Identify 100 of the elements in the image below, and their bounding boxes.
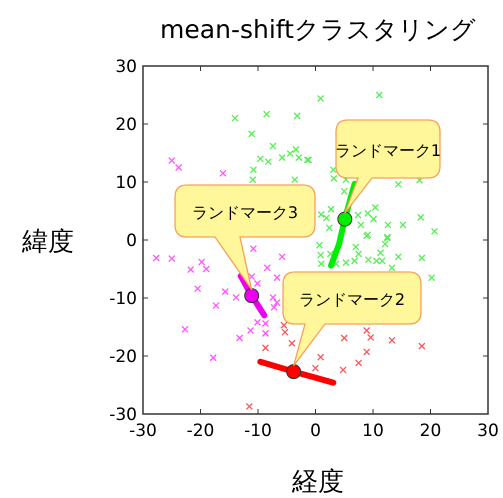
point	[295, 154, 302, 162]
point	[262, 110, 270, 118]
point	[250, 245, 258, 252]
point	[322, 214, 330, 222]
point	[231, 114, 239, 122]
chart-title: mean-shiftクラスタリング	[160, 15, 476, 44]
point	[399, 221, 407, 229]
point	[363, 326, 370, 334]
point	[317, 354, 324, 361]
point	[326, 224, 333, 232]
point	[273, 274, 281, 282]
point	[269, 142, 277, 150]
point	[288, 340, 296, 347]
point	[352, 243, 360, 251]
point	[286, 150, 294, 158]
point	[286, 364, 302, 380]
point	[248, 130, 256, 138]
y-tick-label: 30	[115, 57, 137, 77]
point	[248, 272, 256, 280]
point	[339, 366, 347, 374]
point	[281, 328, 289, 336]
point	[364, 210, 372, 217]
point	[292, 146, 300, 154]
point	[428, 274, 436, 282]
point	[367, 334, 374, 342]
point	[202, 265, 210, 273]
point	[262, 330, 270, 338]
point	[291, 176, 298, 184]
annotation: ランドマーク1	[334, 141, 442, 160]
point	[354, 359, 362, 367]
annotation: ランドマーク3	[192, 203, 298, 222]
point	[354, 250, 362, 258]
y-tick-label: 0	[126, 231, 137, 251]
point	[264, 158, 272, 166]
point	[340, 188, 348, 195]
point	[212, 302, 220, 310]
point	[370, 215, 378, 223]
point	[278, 253, 286, 260]
point	[269, 294, 277, 302]
point	[198, 258, 206, 266]
point	[357, 221, 365, 229]
point	[417, 214, 424, 222]
point	[430, 228, 438, 235]
point	[317, 251, 324, 259]
point	[168, 156, 176, 164]
point	[372, 204, 379, 212]
point	[244, 288, 260, 304]
point	[376, 91, 383, 99]
point	[187, 266, 194, 274]
annotation: ランドマーク2	[298, 290, 406, 309]
point	[337, 212, 352, 227]
point	[327, 206, 335, 213]
point	[210, 354, 217, 362]
point	[384, 221, 392, 229]
point	[394, 253, 402, 260]
callout: ランドマーク1	[334, 119, 442, 214]
x-tick-label: 10	[362, 421, 384, 441]
point	[388, 336, 396, 344]
point	[270, 304, 278, 311]
y-tick-label: -20	[109, 347, 137, 367]
point	[254, 280, 262, 288]
point	[381, 240, 389, 248]
x-tick-label: -20	[186, 421, 214, 441]
point	[330, 166, 337, 174]
y-axis-title: 緯度	[21, 227, 74, 257]
point	[418, 342, 426, 350]
point	[340, 334, 348, 342]
point	[388, 264, 396, 272]
x-tick-label: 20	[420, 421, 442, 441]
y-tick-label: 20	[115, 115, 137, 135]
point	[376, 249, 384, 256]
callout: ランドマーク3	[174, 184, 316, 290]
x-tick-label: -10	[244, 421, 272, 441]
point	[273, 298, 281, 306]
point	[219, 170, 227, 177]
point	[318, 210, 325, 218]
point	[317, 94, 324, 102]
point	[418, 254, 426, 262]
point	[326, 250, 334, 258]
x-axis-title: 経度	[291, 467, 344, 497]
point	[152, 254, 160, 262]
y-tick-label: -10	[109, 289, 137, 309]
point	[246, 326, 254, 334]
point	[316, 242, 324, 249]
point	[222, 288, 229, 296]
point	[262, 344, 270, 352]
point	[249, 176, 256, 184]
x-tick-label: 30	[477, 421, 499, 441]
point	[246, 402, 254, 410]
x-tick-label: 0	[310, 421, 321, 441]
y-tick-label: 10	[115, 173, 137, 193]
callout: ランドマーク2	[282, 271, 422, 366]
point	[175, 164, 182, 172]
point	[363, 348, 370, 356]
point	[168, 254, 176, 262]
point	[181, 326, 189, 333]
point	[232, 294, 240, 302]
point	[264, 264, 271, 272]
point	[330, 174, 338, 182]
point	[318, 260, 325, 268]
